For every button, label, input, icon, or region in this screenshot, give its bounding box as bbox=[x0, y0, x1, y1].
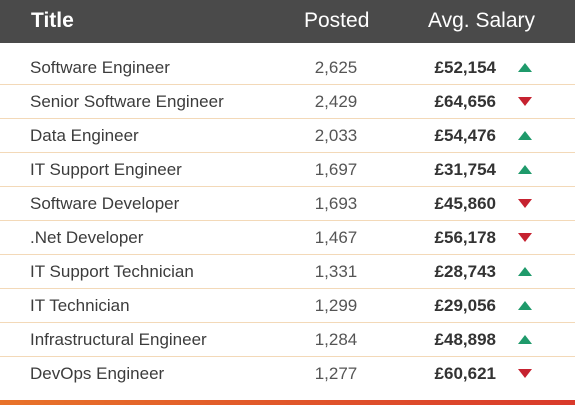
triangle-up-icon bbox=[518, 301, 532, 310]
posted-count: 2,625 bbox=[314, 58, 358, 77]
job-title: Infrastructural Engineer bbox=[30, 330, 207, 349]
table-row: Senior Software Engineer 2,429 £64,656 bbox=[0, 85, 575, 119]
posted-count: 1,299 bbox=[314, 296, 358, 315]
triangle-down-icon bbox=[518, 233, 532, 242]
posted-count: 2,033 bbox=[314, 126, 358, 145]
job-title: DevOps Engineer bbox=[30, 364, 165, 383]
avg-salary: £64,656 bbox=[434, 92, 496, 111]
table-row: Infrastructural Engineer 1,284 £48,898 bbox=[0, 323, 575, 357]
job-title: Software Developer bbox=[30, 194, 180, 213]
avg-salary: £52,154 bbox=[434, 58, 496, 77]
avg-salary: £28,743 bbox=[434, 262, 496, 281]
job-title: IT Support Technician bbox=[30, 262, 194, 281]
column-header-avg-salary: Avg. Salary bbox=[428, 9, 535, 32]
posted-count: 1,284 bbox=[314, 330, 358, 349]
avg-salary: £54,476 bbox=[434, 126, 496, 145]
job-title: Data Engineer bbox=[30, 126, 139, 145]
avg-salary: £31,754 bbox=[434, 160, 496, 179]
column-header-posted: Posted bbox=[304, 9, 370, 32]
avg-salary: £45,860 bbox=[434, 194, 496, 213]
column-header-title: Title bbox=[31, 9, 74, 32]
job-title: IT Support Engineer bbox=[30, 160, 182, 179]
triangle-up-icon bbox=[518, 63, 532, 72]
avg-salary: £56,178 bbox=[434, 228, 496, 247]
avg-salary: £48,898 bbox=[434, 330, 496, 349]
avg-salary: £29,056 bbox=[434, 296, 496, 315]
posted-count: 1,277 bbox=[314, 364, 358, 383]
triangle-down-icon bbox=[518, 199, 532, 208]
triangle-down-icon bbox=[518, 97, 532, 106]
table-row: DevOps Engineer 1,277 £60,621 bbox=[0, 357, 575, 391]
triangle-up-icon bbox=[518, 335, 532, 344]
table-row: IT Support Technician 1,331 £28,743 bbox=[0, 255, 575, 289]
posted-count: 1,693 bbox=[314, 194, 358, 213]
job-title: .Net Developer bbox=[30, 228, 144, 247]
triangle-up-icon bbox=[518, 165, 532, 174]
triangle-up-icon bbox=[518, 131, 532, 140]
table-row: IT Technician 1,299 £29,056 bbox=[0, 289, 575, 323]
job-title: IT Technician bbox=[30, 296, 130, 315]
job-title: Software Engineer bbox=[30, 58, 170, 77]
table-header: Title Posted Avg. Salary bbox=[0, 0, 575, 43]
avg-salary: £60,621 bbox=[434, 364, 496, 383]
triangle-down-icon bbox=[518, 369, 532, 378]
triangle-up-icon bbox=[518, 267, 532, 276]
posted-count: 1,331 bbox=[314, 262, 358, 281]
posted-count: 2,429 bbox=[314, 92, 358, 111]
table-row: Data Engineer 2,033 £54,476 bbox=[0, 119, 575, 153]
posted-count: 1,467 bbox=[314, 228, 358, 247]
table-row: .Net Developer 1,467 £56,178 bbox=[0, 221, 575, 255]
job-title: Senior Software Engineer bbox=[30, 92, 224, 111]
table-row: IT Support Engineer 1,697 £31,754 bbox=[0, 153, 575, 187]
bottom-accent-bar bbox=[0, 400, 575, 405]
table-row: Software Developer 1,693 £45,860 bbox=[0, 187, 575, 221]
posted-count: 1,697 bbox=[314, 160, 358, 179]
table-row: Software Engineer 2,625 £52,154 bbox=[0, 51, 575, 85]
table-body: Software Engineer 2,625 £52,154 Senior S… bbox=[0, 51, 575, 391]
